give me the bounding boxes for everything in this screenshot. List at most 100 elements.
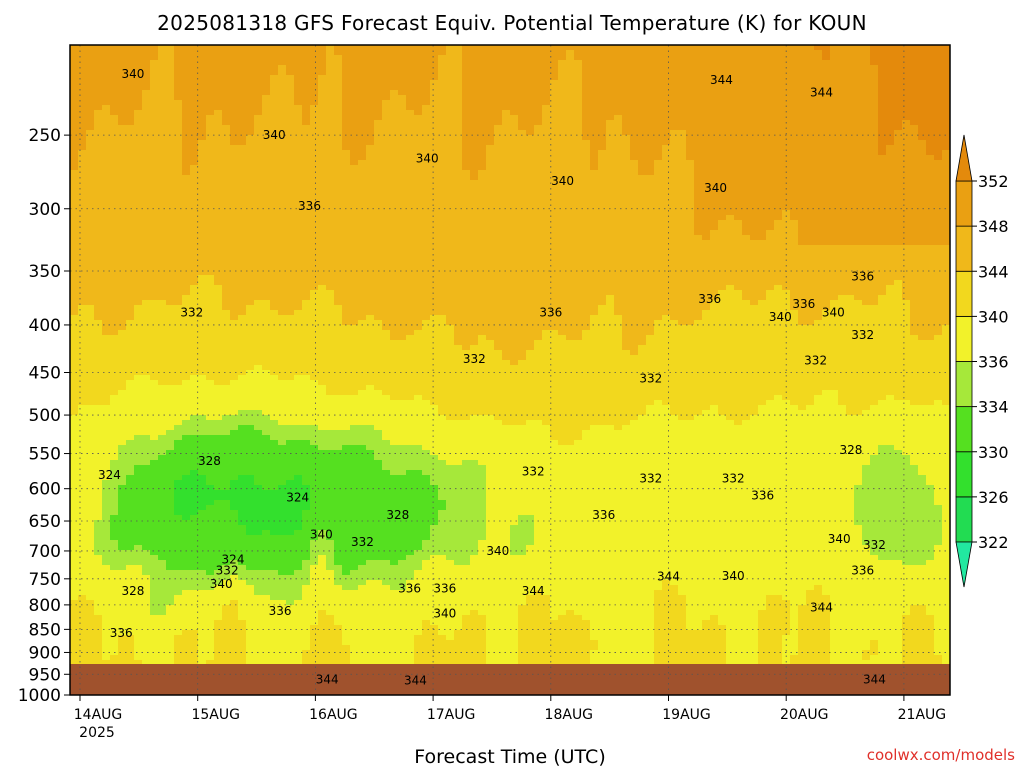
field-cell bbox=[462, 265, 471, 271]
field-cell bbox=[102, 215, 111, 221]
field-cell bbox=[710, 220, 719, 226]
field-cell bbox=[638, 185, 647, 191]
field-cell bbox=[782, 260, 791, 266]
field-cell bbox=[686, 265, 695, 271]
field-cell bbox=[182, 205, 191, 211]
field-cell bbox=[710, 215, 719, 221]
field-cell bbox=[462, 230, 471, 236]
field-cell bbox=[598, 70, 607, 76]
field-cell bbox=[222, 120, 231, 126]
field-cell bbox=[678, 155, 687, 161]
field-cell bbox=[118, 160, 127, 166]
field-cell bbox=[230, 230, 239, 236]
field-cell bbox=[638, 100, 647, 106]
field-cell bbox=[638, 225, 647, 231]
field-cell bbox=[118, 180, 127, 186]
field-cell bbox=[918, 150, 927, 156]
field-cell bbox=[598, 130, 607, 136]
field-cell bbox=[870, 110, 879, 116]
field-cell bbox=[126, 235, 135, 241]
field-cell bbox=[302, 170, 311, 176]
field-cell bbox=[118, 230, 127, 236]
field-cell bbox=[558, 150, 567, 156]
field-cell bbox=[214, 80, 223, 86]
field-cell bbox=[702, 100, 711, 106]
field-cell bbox=[790, 190, 799, 196]
field-cell bbox=[838, 80, 847, 86]
field-cell bbox=[846, 180, 855, 186]
field-cell bbox=[446, 240, 455, 246]
field-cell bbox=[542, 70, 551, 76]
field-cell bbox=[638, 245, 647, 251]
field-cell bbox=[590, 70, 599, 76]
field-cell bbox=[358, 205, 367, 211]
field-cell bbox=[502, 205, 511, 211]
field-cell bbox=[390, 45, 399, 51]
field-cell bbox=[78, 205, 87, 211]
field-cell bbox=[286, 45, 295, 51]
field-cell bbox=[270, 210, 279, 216]
field-cell bbox=[518, 250, 527, 256]
field-cell bbox=[166, 155, 175, 161]
field-cell bbox=[414, 145, 423, 151]
field-cell bbox=[166, 220, 175, 226]
field-cell bbox=[798, 165, 807, 171]
field-cell bbox=[454, 125, 463, 131]
field-cell bbox=[390, 250, 399, 256]
field-cell bbox=[246, 270, 255, 276]
field-cell bbox=[446, 255, 455, 261]
field-cell bbox=[206, 110, 215, 116]
field-cell bbox=[646, 215, 655, 221]
field-cell bbox=[118, 190, 127, 196]
field-cell bbox=[686, 135, 695, 141]
field-cell bbox=[326, 210, 335, 216]
field-cell bbox=[310, 235, 319, 241]
field-cell bbox=[630, 55, 639, 61]
field-cell bbox=[750, 125, 759, 131]
field-cell bbox=[846, 145, 855, 151]
field-cell bbox=[614, 140, 623, 146]
field-cell bbox=[262, 230, 271, 236]
field-cell bbox=[574, 160, 583, 166]
field-cell bbox=[614, 155, 623, 161]
field-cell bbox=[574, 50, 583, 56]
field-cell bbox=[870, 195, 879, 201]
field-cell bbox=[798, 215, 807, 221]
field-cell bbox=[742, 170, 751, 176]
field-cell bbox=[622, 155, 631, 161]
field-cell bbox=[454, 210, 463, 216]
field-cell bbox=[214, 125, 223, 131]
field-cell bbox=[102, 205, 111, 211]
field-cell bbox=[190, 200, 199, 206]
field-cell bbox=[822, 85, 831, 91]
field-cell bbox=[646, 75, 655, 81]
field-cell bbox=[518, 225, 527, 231]
field-cell bbox=[526, 130, 535, 136]
field-cell bbox=[230, 125, 239, 131]
field-cell bbox=[238, 255, 247, 261]
field-cell bbox=[654, 155, 663, 161]
field-cell bbox=[838, 110, 847, 116]
field-cell bbox=[262, 225, 271, 231]
field-cell bbox=[254, 125, 263, 131]
field-cell bbox=[934, 45, 943, 51]
field-cell bbox=[294, 45, 303, 51]
field-cell bbox=[558, 50, 567, 56]
field-cell bbox=[70, 90, 79, 96]
field-cell bbox=[462, 165, 471, 171]
field-cell bbox=[622, 195, 631, 201]
field-cell bbox=[582, 220, 591, 226]
field-cell bbox=[206, 90, 215, 96]
field-cell bbox=[166, 250, 175, 256]
field-cell bbox=[710, 185, 719, 191]
field-cell bbox=[334, 190, 343, 196]
field-cell bbox=[662, 65, 671, 71]
field-cell bbox=[406, 175, 415, 181]
field-cell bbox=[542, 45, 551, 51]
field-cell bbox=[606, 265, 615, 271]
field-cell bbox=[854, 180, 863, 186]
field-cell bbox=[158, 105, 167, 111]
field-cell bbox=[374, 240, 383, 246]
field-cell bbox=[622, 220, 631, 226]
field-cell bbox=[646, 200, 655, 206]
